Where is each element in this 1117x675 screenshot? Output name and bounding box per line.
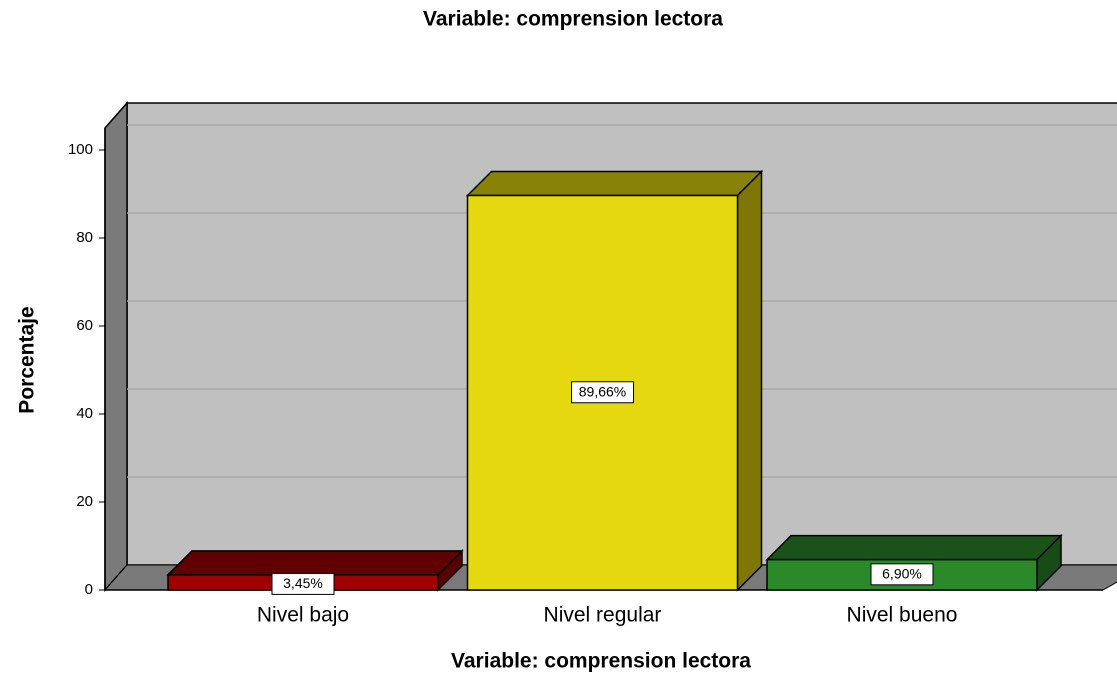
bar-side <box>736 169 763 592</box>
left-wall <box>104 101 128 592</box>
chart-title: Variable: comprension lectora <box>423 8 723 31</box>
bar-top <box>166 550 464 576</box>
x-tick-label: Nivel bajo <box>257 604 349 627</box>
y-tick-label: 20 <box>76 493 93 510</box>
y-tick-label: 40 <box>76 405 93 422</box>
bar-top <box>765 534 1063 561</box>
y-axis-label: Porcentaje <box>16 306 39 413</box>
value-label-box <box>271 572 335 595</box>
x-axis-label: Variable: comprension lectora <box>451 650 751 673</box>
value-label: 6,90% <box>882 566 922 582</box>
x-tick-label: Nivel bueno <box>847 604 958 627</box>
y-tick-label: 0 <box>85 581 93 598</box>
value-label: 89,66% <box>579 383 626 399</box>
y-tick-label: 100 <box>68 141 93 158</box>
value-label-box <box>571 381 634 404</box>
x-tick-label: Nivel regular <box>544 604 662 627</box>
bar-group: 89,66% <box>465 169 764 592</box>
y-tick-label: 80 <box>76 229 93 246</box>
value-label: 3,45% <box>283 575 323 591</box>
bar-top <box>465 170 764 197</box>
bar-group: 6,90% <box>765 533 1063 592</box>
y-tick-label: 60 <box>76 317 93 334</box>
bar-group: 3,45% <box>166 549 464 595</box>
value-label-box <box>870 563 934 586</box>
